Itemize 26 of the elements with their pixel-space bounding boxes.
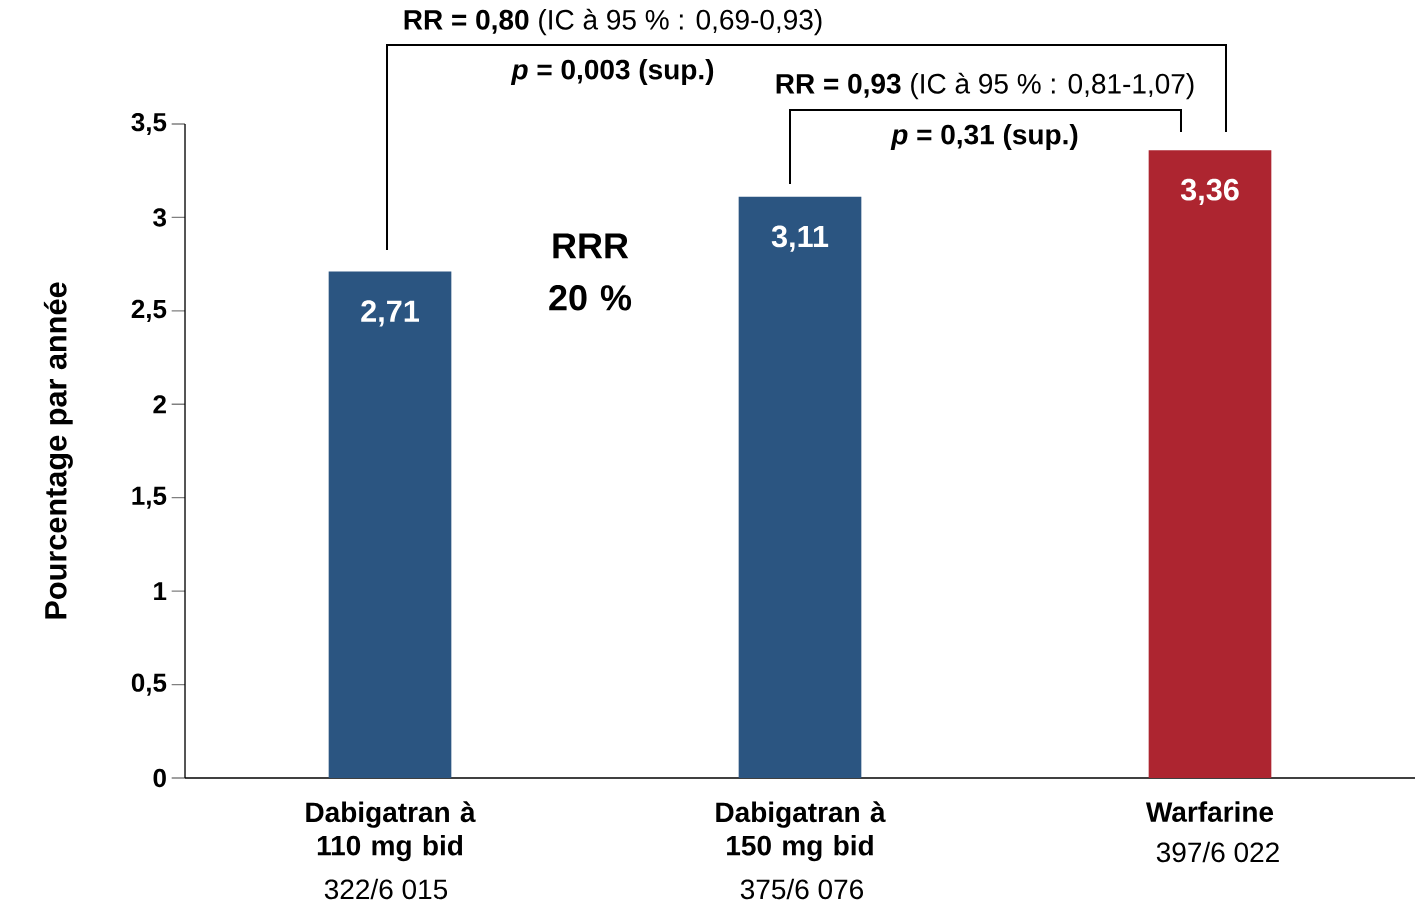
y-tick-label: 1,5: [132, 486, 167, 509]
x-tick-label: Dabigatran à 110 mg bid: [306, 801, 476, 862]
text: RR = 0,93 (IC à 95 % : 0,81-1,07): [776, 72, 1194, 100]
y-tick-label: 0,5: [131, 673, 167, 696]
x-tick-label: Warfarine: [1145, 801, 1274, 822]
y-tick-label: 1: [154, 582, 167, 601]
annotation: p = 0,31 (sup.): [890, 123, 1078, 151]
y-tick-label: 0: [153, 768, 166, 788]
text: 397/6 022: [1156, 841, 1279, 863]
y-tick-label: 3,5: [131, 112, 167, 136]
annotation: RRR 20 %: [549, 233, 632, 311]
y-axis-title: Pourcentage par année: [43, 282, 73, 619]
data-label: 3,11: [771, 225, 829, 252]
bar: [1148, 150, 1272, 778]
y-tick-label: 2,5: [131, 299, 167, 322]
data-label: 2,71: [361, 300, 419, 327]
bar: [328, 271, 452, 778]
bar: [738, 196, 862, 778]
data-label: 3,36: [1180, 178, 1239, 206]
text: p = 0,003 (sup.): [510, 58, 714, 86]
y-tick-label: 2: [153, 395, 166, 414]
text: RR = 0,80 (IC à 95 % : 0,69-0,93): [404, 8, 822, 36]
x-tick-label: Dabigatran à 150 mg bid: [716, 801, 886, 862]
y-tick-label: 3: [153, 208, 167, 227]
text: 322/6 015: [324, 878, 448, 900]
text: 375/6 076: [740, 878, 864, 900]
